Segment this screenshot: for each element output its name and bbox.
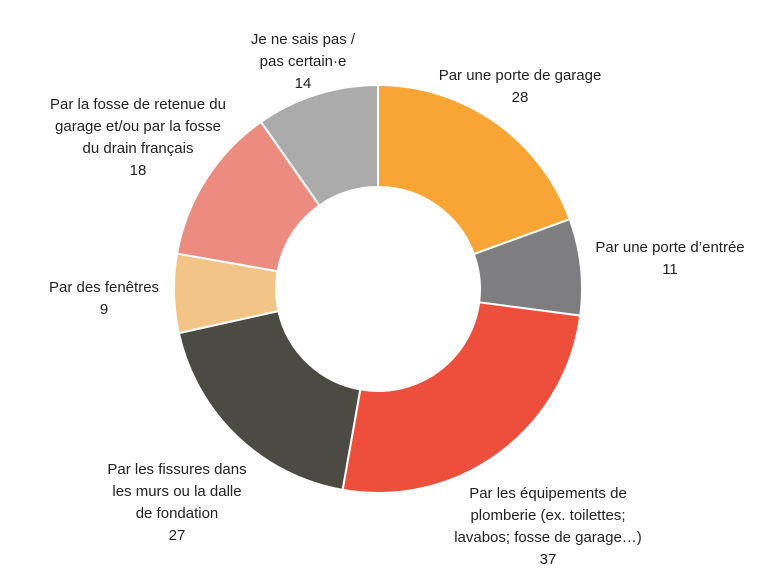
slice-value-label: 11 [662,261,678,278]
slice-value-label: 9 [100,301,108,318]
slice-category-label: Par la fosse de retenue du [50,96,226,113]
slice-value-label: 27 [169,527,186,544]
slice-label-6: Je ne sais pas / pas certain·e 14 [251,31,356,92]
donut-slice-2 [341,301,582,494]
slice-value-label: 37 [540,551,557,568]
slice-label-1: Par une porte d’entrée 11 [595,239,744,278]
slice-category-label: garage et/ou par la fosse [55,118,221,135]
slice-value-label: 18 [130,162,147,179]
slice-category-label: du drain français [83,140,194,157]
slice-category-label: Je ne sais pas / [251,31,356,48]
slice-category-label: Par les fissures dans [107,461,246,478]
donut-slice-3 [177,309,362,492]
slice-category-label: lavabos; fosse de garage…) [454,529,642,546]
slice-category-label: pas certain·e [260,53,347,70]
donut-slice-0 [377,83,571,256]
slice-category-label: Par une porte d’entrée [595,239,744,256]
slice-label-3: Par les fissures dans les murs ou la dall… [107,461,246,544]
slice-label-0: Par une porte de garage 28 [439,67,602,106]
slice-category-label: Par les équipements de [469,485,627,502]
slice-label-5: Par la fosse de retenue du garage et/ou p… [50,96,226,179]
slice-category-label: Par une porte de garage [439,67,602,84]
slice-category-label: les murs ou la dalle [112,483,241,500]
slice-category-label: Par des fenêtres [49,279,159,296]
slice-label-4: Par des fenêtres 9 [49,279,159,318]
slice-label-2: Par les équipements de plomberie (ex. toi… [454,485,642,568]
donut-slice-6 [259,83,379,207]
slice-category-label: de fondation [136,505,219,522]
slice-category-label: plomberie (ex. toilettes; [470,507,625,524]
slice-value-label: 28 [512,89,529,106]
slice-value-label: 14 [295,75,312,92]
